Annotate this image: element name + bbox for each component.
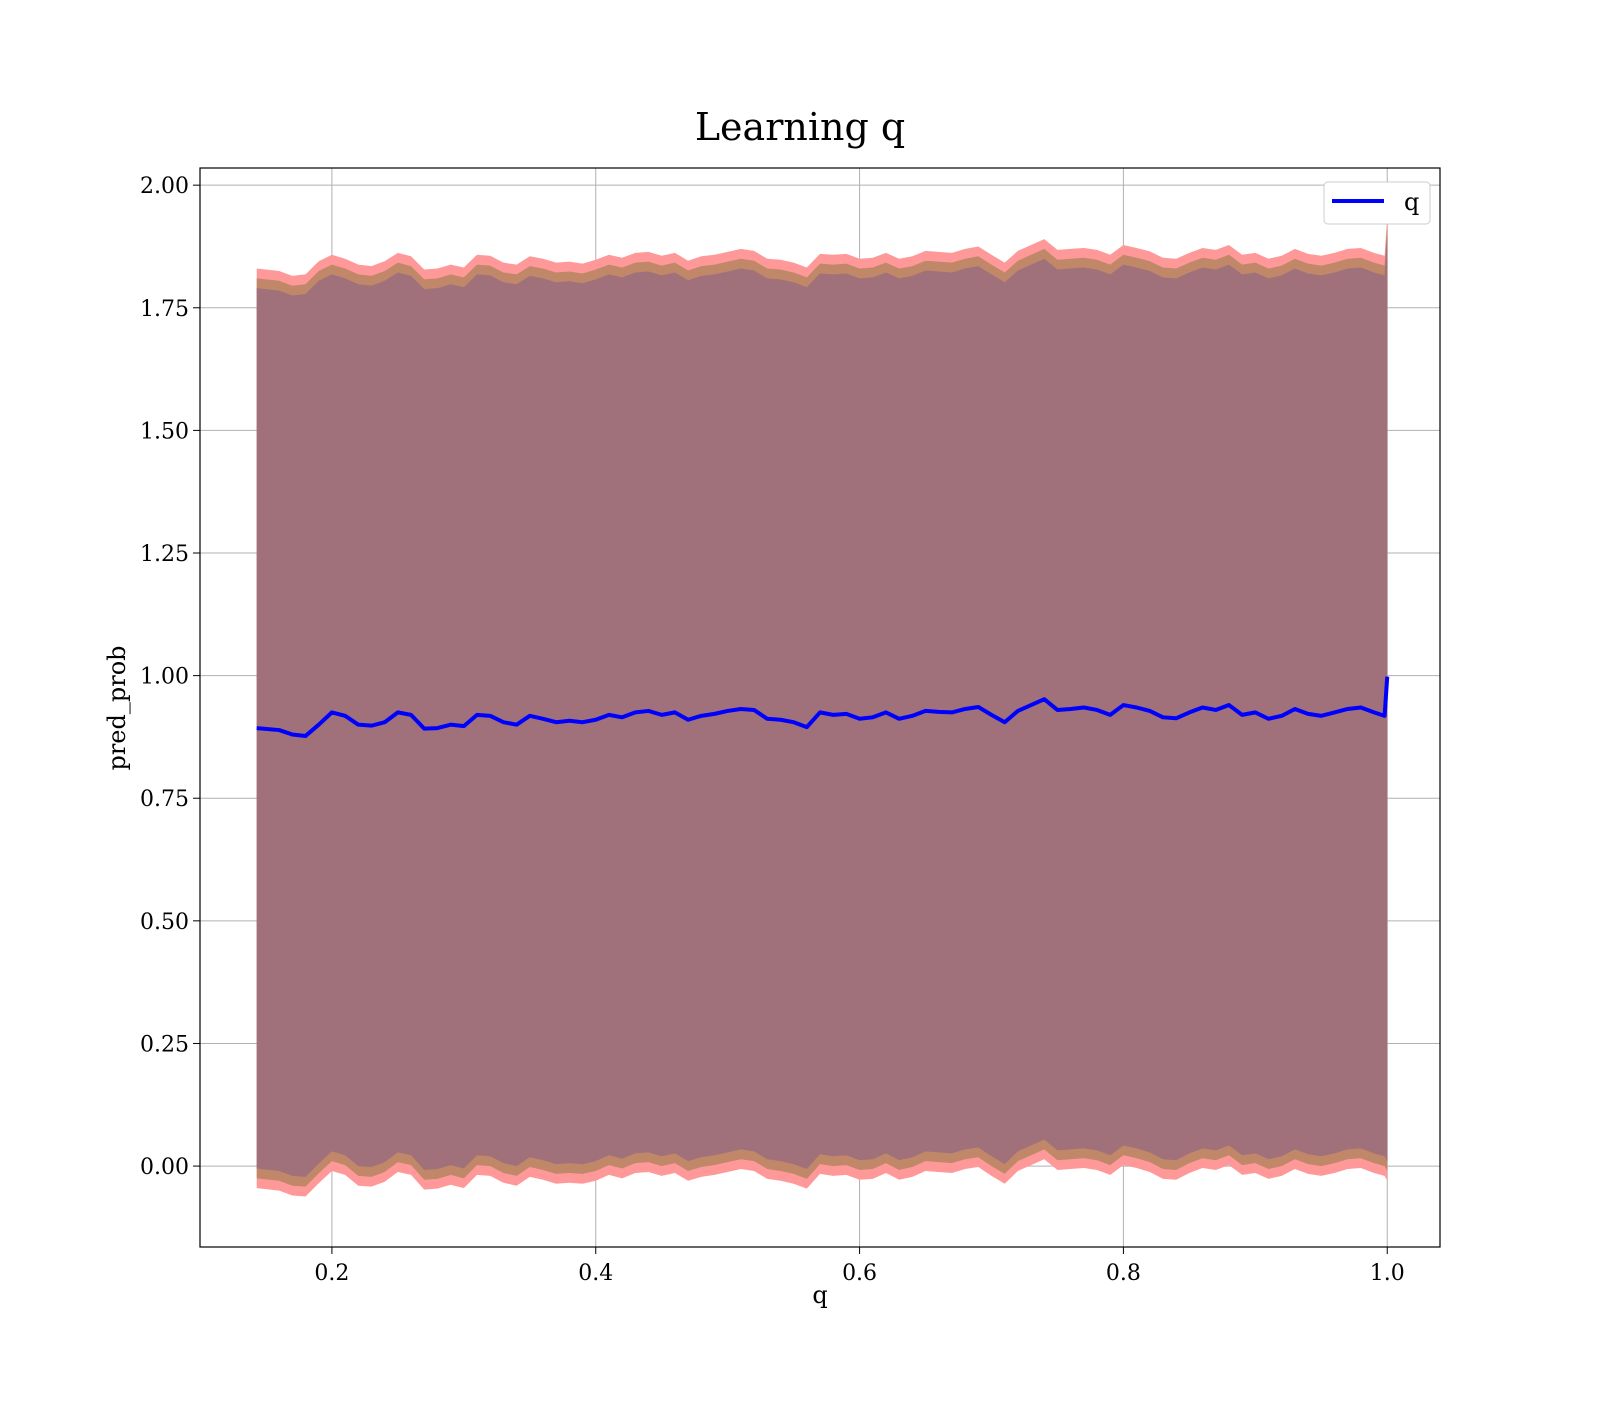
x-tick-label: 0.2 (314, 1261, 349, 1286)
series-line-q (256, 676, 1390, 738)
y-tick-label: 1.00 (140, 665, 189, 690)
legend: q (1323, 181, 1431, 225)
x-tick-label: 1.0 (1370, 1261, 1405, 1286)
y-axis-ticks: 0.00 0.25 0.50 0.75 1.00 1.25 1.50 1.75 2.00 (140, 174, 200, 1180)
y-tick-label: 0.00 (140, 1155, 189, 1180)
plot-area (199, 167, 1441, 1248)
y-tick-label: 1.50 (140, 419, 189, 444)
line-layer (256, 676, 1390, 738)
x-tick-label: 0.8 (1106, 1261, 1141, 1286)
y-tick-label: 1.25 (140, 542, 189, 567)
legend-label-q: q (1404, 188, 1419, 216)
x-axis-label: q (812, 1281, 827, 1309)
y-axis-label: pred_prob (103, 645, 131, 770)
y-tick-label: 1.75 (140, 297, 189, 322)
band-layer (256, 217, 1388, 1197)
x-tick-label: 0.4 (578, 1261, 613, 1286)
y-tick-label: 0.50 (140, 910, 189, 935)
confidence-band-2 (256, 234, 1388, 1177)
y-tick-label: 2.00 (140, 174, 189, 199)
x-axis-ticks: 0.2 0.4 0.6 0.8 1.0 (314, 1247, 1405, 1286)
y-tick-label: 0.25 (140, 1032, 189, 1057)
chart-title: Learning q (695, 105, 905, 149)
y-tick-label: 0.75 (140, 787, 189, 812)
x-tick-label: 0.6 (842, 1261, 877, 1286)
plot-frame (199, 167, 1441, 1248)
